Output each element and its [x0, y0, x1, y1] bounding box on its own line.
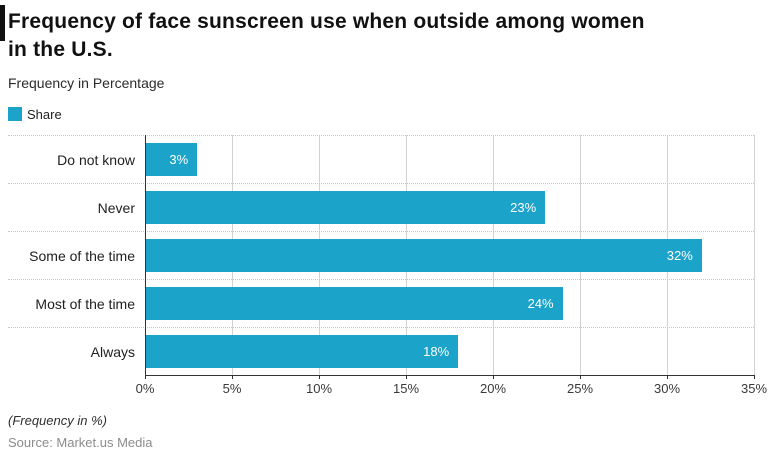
x-tick-mark-35	[754, 375, 755, 379]
x-tick-label-30: 30%	[653, 381, 681, 396]
bar-track-always: 18%	[145, 328, 754, 375]
chart-row-never: Never 23%	[8, 183, 754, 231]
chart-subtitle: Frequency in Percentage	[8, 75, 165, 91]
axis-note: (Frequency in %)	[8, 413, 107, 428]
x-tick-label-0: 0%	[135, 381, 155, 396]
chart-row-always: Always 18%	[8, 327, 754, 375]
x-tick-mark-30	[667, 375, 668, 379]
x-tick-mark-25	[580, 375, 581, 379]
bar-value-label-do-not-know: 3%	[169, 152, 189, 167]
bar-track-most-of-the-time: 24%	[145, 280, 754, 327]
category-label-never: Never	[97, 199, 135, 216]
bar-do-not-know: 3%	[145, 143, 198, 176]
legend-swatch-icon	[8, 107, 22, 121]
x-tick-label-20: 20%	[479, 381, 507, 396]
gridline-35	[754, 135, 755, 375]
chart-row-some-of-the-time: Some of the time 32%	[8, 231, 754, 279]
chart-row-do-not-know: Do not know 3%	[8, 135, 754, 183]
chart-row-most-of-the-time: Most of the time 24%	[8, 279, 754, 327]
source-credit: Source: Market.us Media	[8, 435, 153, 450]
legend-label: Share	[27, 106, 62, 122]
bar-value-label-never: 23%	[510, 200, 537, 215]
x-tick-mark-20	[493, 375, 494, 379]
chart-rows: Do not know 3% Never 23% Some of the time 32%…	[8, 135, 754, 375]
x-tick-label-35: 35%	[740, 381, 768, 396]
category-label-always: Always	[90, 343, 135, 360]
category-label-do-not-know: Do not know	[57, 151, 135, 168]
bar-always: 18%	[145, 335, 459, 368]
category-label-some-of-the-time: Some of the time	[29, 247, 135, 264]
x-tick-label-5: 5%	[222, 381, 242, 396]
x-tick-label-15: 15%	[392, 381, 420, 396]
bar-value-label-some-of-the-time: 32%	[666, 248, 693, 263]
legend-item-share[interactable]: Share	[8, 106, 754, 122]
x-tick-label-25: 25%	[566, 381, 594, 396]
x-tick-mark-15	[406, 375, 407, 379]
chart-footer: (Frequency in %) Source: Market.us Media	[8, 413, 754, 450]
x-axis-line	[145, 375, 754, 376]
bar-chart: Do not know 3% Never 23% Some of the time 32%…	[8, 135, 767, 399]
bar-never: 23%	[145, 191, 546, 224]
y-axis-line	[145, 135, 146, 375]
x-tick-mark-10	[319, 375, 320, 379]
bar-value-label-most-of-the-time: 24%	[527, 296, 554, 311]
category-label-most-of-the-time: Most of the time	[35, 295, 135, 312]
x-tick-label-10: 10%	[305, 381, 333, 396]
bar-track-do-not-know: 3%	[145, 136, 754, 183]
bar-most-of-the-time: 24%	[145, 287, 563, 320]
chart-title: Frequency of face sunscreen use when out…	[8, 10, 645, 61]
x-axis: 0% 5% 10% 15% 20% 25% 30% 35%	[136, 375, 767, 399]
x-tick-mark-0	[145, 375, 146, 379]
x-tick-mark-5	[232, 375, 233, 379]
bar-value-label-always: 18%	[423, 344, 450, 359]
bar-track-some-of-the-time: 32%	[145, 232, 754, 279]
bar-track-never: 23%	[145, 184, 754, 231]
bar-some-of-the-time: 32%	[145, 239, 702, 272]
title-accent	[0, 5, 5, 41]
